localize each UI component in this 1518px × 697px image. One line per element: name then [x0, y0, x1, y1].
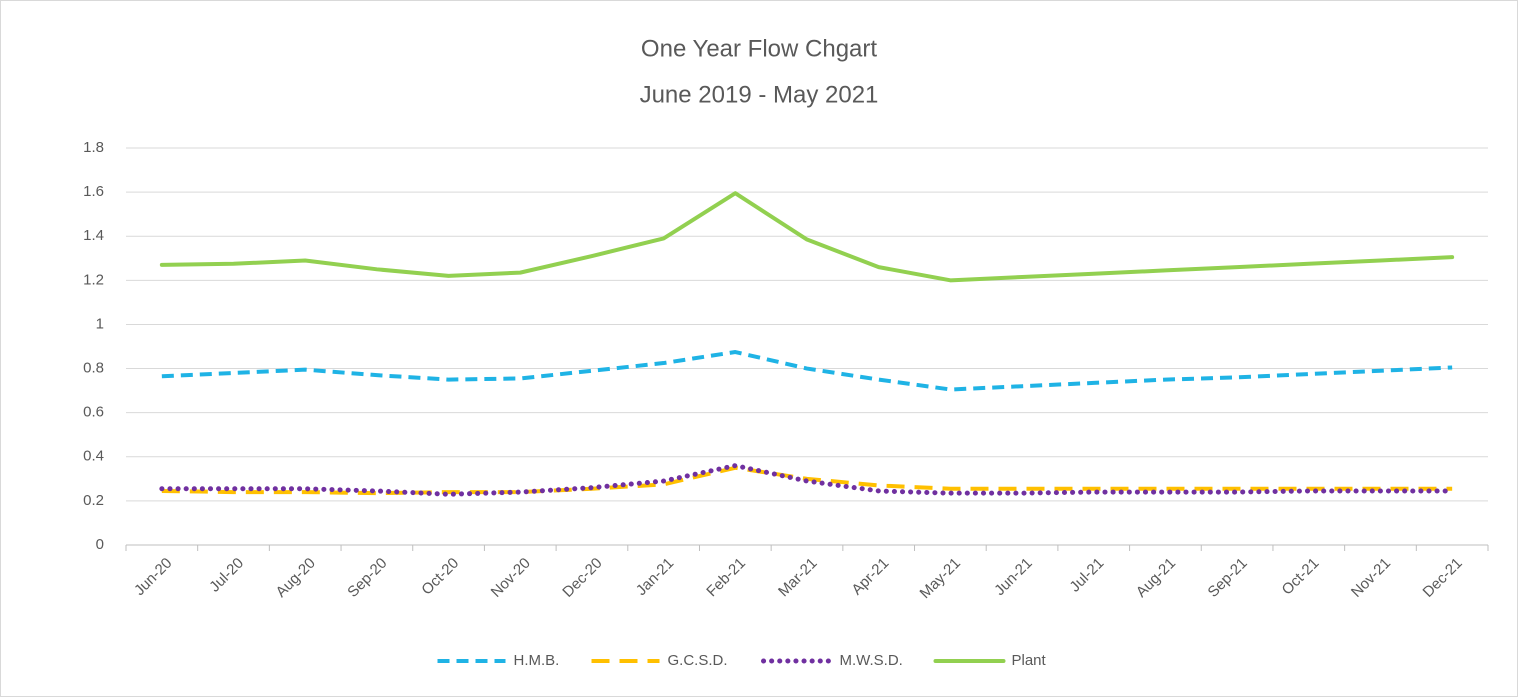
legend-label: H.M.B.: [514, 652, 560, 669]
series-line: [159, 463, 1455, 497]
y-tick-label: 0.6: [83, 404, 104, 421]
legend-label: Plant: [1012, 652, 1047, 669]
y-tick-label: 1.6: [83, 183, 104, 200]
y-tick-label: 0.4: [83, 448, 104, 465]
y-tick-label: 1.2: [83, 271, 104, 288]
series-line: [159, 191, 1455, 283]
legend-label: M.W.S.D.: [840, 652, 903, 669]
legend-label: G.C.S.D.: [668, 652, 728, 669]
y-tick-label: 1: [96, 315, 104, 332]
y-tick-label: 0: [96, 536, 104, 553]
y-tick-label: 1.8: [83, 139, 104, 156]
series-line: [161, 350, 1453, 392]
chart-title: One Year Flow Chgart: [641, 35, 877, 62]
y-tick-label: 0.2: [83, 492, 104, 509]
y-tick-label: 0.8: [83, 360, 104, 377]
chart-subtitle: June 2019 - May 2021: [640, 81, 879, 108]
y-tick-label: 1.4: [83, 227, 104, 244]
